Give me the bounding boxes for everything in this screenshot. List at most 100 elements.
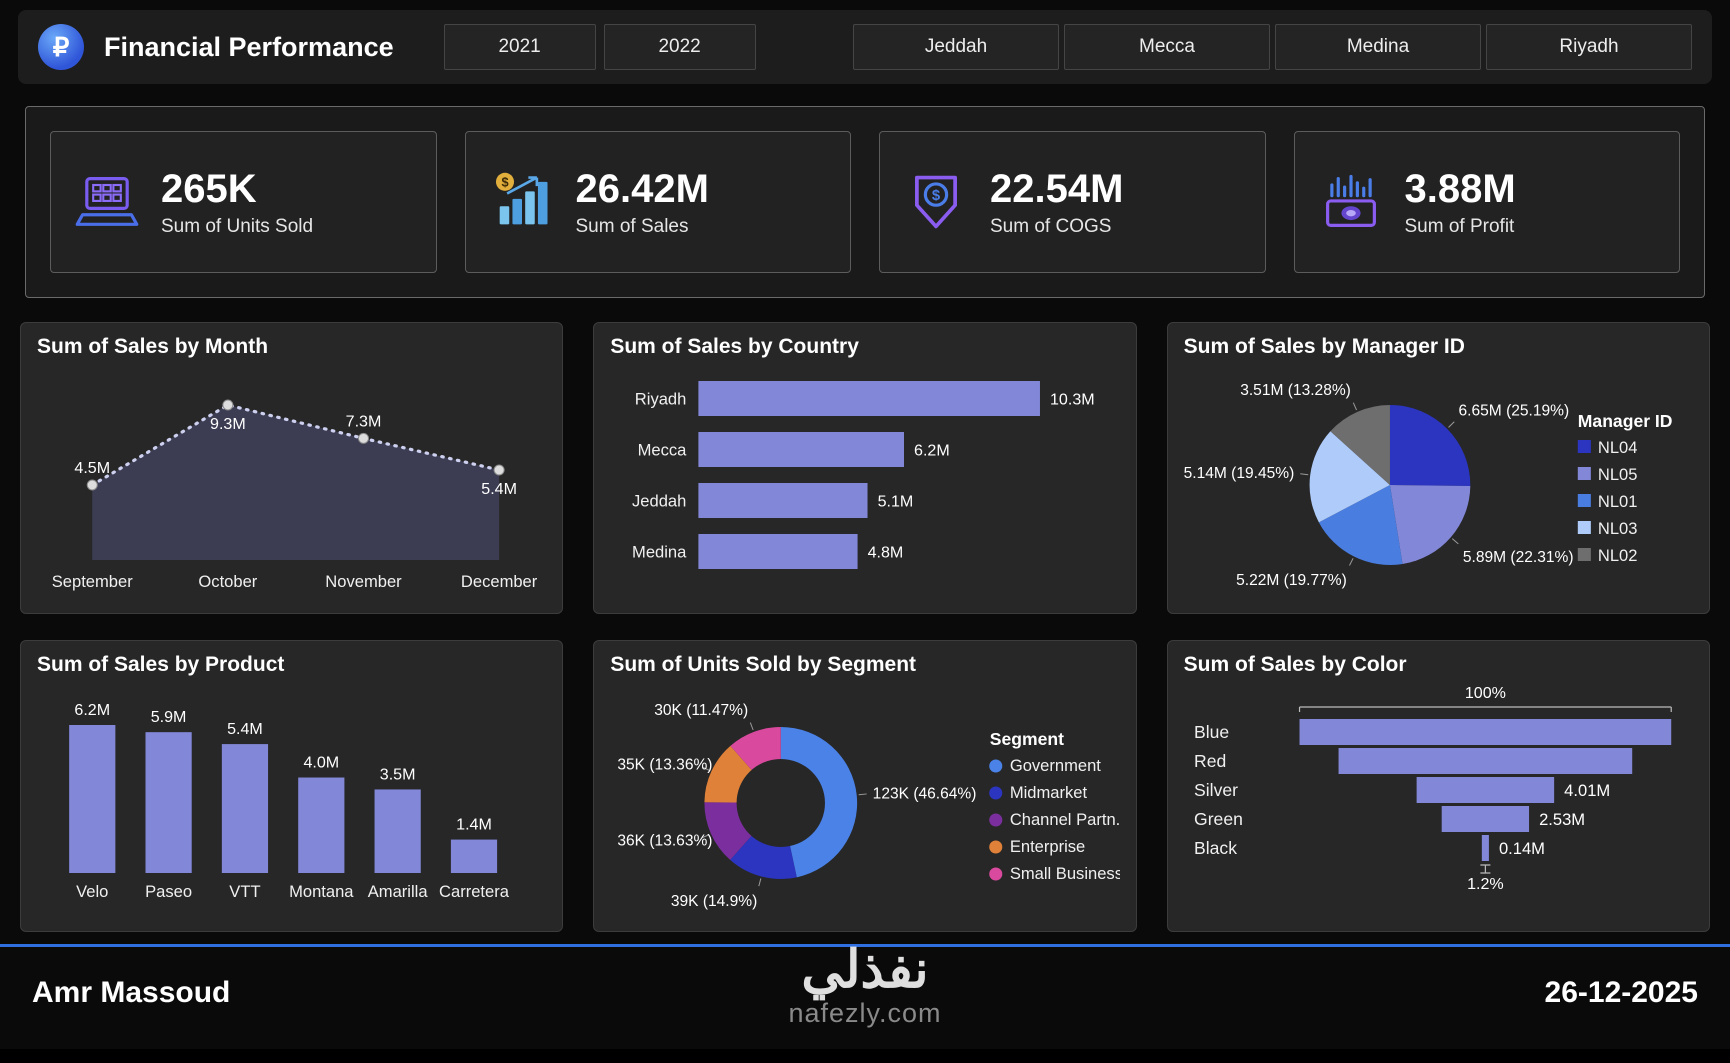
svg-text:5.89M (22.31%): 5.89M (22.31%) xyxy=(1463,549,1574,566)
svg-text:123K (46.64%): 123K (46.64%) xyxy=(873,785,977,802)
svg-text:5.9M: 5.9M xyxy=(151,708,187,726)
kpi-label: Sum of Sales xyxy=(575,215,689,237)
svg-text:Mecca: Mecca xyxy=(638,441,688,460)
svg-text:Jeddah: Jeddah xyxy=(632,492,686,511)
svg-text:Segment: Segment xyxy=(990,729,1064,749)
page-title: Financial Performance xyxy=(104,31,394,62)
svg-text:35K (13.36%): 35K (13.36%) xyxy=(618,757,713,774)
svg-text:1.2%: 1.2% xyxy=(1467,875,1504,893)
kpi-label: Sum of COGS xyxy=(990,215,1112,237)
svg-text:4.0M: 4.0M xyxy=(303,754,339,772)
kpi-card-cogs[interactable]: $ 22.54M Sum of COGS xyxy=(879,131,1266,273)
units-sold-icon xyxy=(75,177,139,226)
kpi-value: 22.54M xyxy=(990,166,1124,211)
app-logo-icon: ₽ xyxy=(38,24,84,70)
svg-text:Carretera: Carretera xyxy=(439,882,510,901)
year-button-2021[interactable]: 2021 xyxy=(443,24,596,70)
svg-text:Channel Partn...: Channel Partn... xyxy=(1010,810,1120,829)
svg-text:7.3M: 7.3M xyxy=(346,412,382,430)
svg-text:5.4M: 5.4M xyxy=(481,480,517,498)
cogs-dollar-icon: $ xyxy=(915,175,957,229)
kpi-card-sales[interactable]: $ 26.42M Sum of Sales xyxy=(464,131,851,273)
svg-text:6.65M (25.19%): 6.65M (25.19%) xyxy=(1458,403,1569,420)
kpi-value: 3.88M xyxy=(1404,166,1516,211)
svg-text:3.5M: 3.5M xyxy=(380,765,416,783)
city-button-mecca[interactable]: Mecca xyxy=(1064,24,1270,70)
sales-by-product-chart[interactable]: 6.2M Velo 5.9M Paseo 5.4M VTT 4.0M Montana 3.5M A… xyxy=(37,683,546,911)
svg-text:0.14M: 0.14M xyxy=(1499,839,1545,858)
svg-text:NL03: NL03 xyxy=(1598,519,1638,538)
city-filter-group: Jeddah Mecca Medina Riyadh xyxy=(853,24,1692,70)
watermark: نفذلي nafezly.com xyxy=(788,943,941,1029)
svg-text:$: $ xyxy=(932,188,941,204)
svg-text:October: October xyxy=(198,572,257,591)
report-date: 26-12-2025 xyxy=(1544,976,1698,1009)
svg-text:Amarilla: Amarilla xyxy=(368,882,429,901)
svg-text:4.5M: 4.5M xyxy=(74,459,110,477)
kpi-value: 265K xyxy=(161,166,257,211)
chart-card-sales-by-manager: Sum of Sales by Manager ID 6.65M (25.19%… xyxy=(1166,322,1710,614)
svg-text:Medina: Medina xyxy=(632,543,687,562)
svg-text:Enterprise: Enterprise xyxy=(1010,837,1085,856)
watermark-domain-text: nafezly.com xyxy=(788,997,942,1028)
city-button-medina[interactable]: Medina xyxy=(1275,24,1481,70)
city-button-riyadh[interactable]: Riyadh xyxy=(1486,24,1692,70)
svg-text:2.53M: 2.53M xyxy=(1539,810,1585,829)
svg-text:Blue: Blue xyxy=(1194,722,1229,742)
kpi-label: Sum of Units Sold xyxy=(161,215,314,237)
chart-title: Sum of Sales by Manager ID xyxy=(1183,335,1465,358)
svg-text:4.01M: 4.01M xyxy=(1564,781,1610,800)
chart-card-sales-by-color: Sum of Sales by Color 100% Blue Red Silver 4… xyxy=(1166,640,1710,932)
svg-text:6.2M: 6.2M xyxy=(914,442,950,460)
kpi-label: Sum of Profit xyxy=(1404,215,1515,237)
svg-text:5.14M (19.45%): 5.14M (19.45%) xyxy=(1184,465,1294,482)
svg-text:NL01: NL01 xyxy=(1598,492,1638,511)
svg-text:1.4M: 1.4M xyxy=(456,816,492,834)
svg-text:November: November xyxy=(325,572,402,591)
chart-grid: Sum of Sales by Month 4.5M September 9.3M O… xyxy=(20,322,1710,932)
svg-text:100%: 100% xyxy=(1465,684,1506,702)
svg-text:September: September xyxy=(52,572,133,591)
chart-title: Sum of Units Sold by Segment xyxy=(610,653,917,676)
svg-text:6.2M: 6.2M xyxy=(74,701,110,719)
sales-by-month-chart[interactable]: 4.5M September 9.3M October 7.3M November 5.4M… xyxy=(37,365,546,593)
footer-divider xyxy=(0,944,1730,947)
svg-text:Small Business: Small Business xyxy=(1010,864,1120,883)
svg-text:5.1M: 5.1M xyxy=(878,493,914,511)
year-button-2022[interactable]: 2022 xyxy=(603,24,756,70)
sales-by-color-chart[interactable]: 100% Blue Red Silver 4.01M Green 2.53M Black 0.1… xyxy=(1184,683,1693,911)
footer: Amr Massoud نفذلي nafezly.com 26-12-2025 xyxy=(0,943,1730,1039)
chart-card-sales-by-country: Sum of Sales by Country Riyadh 10.3M Mecca… xyxy=(593,322,1137,614)
svg-text:5.4M: 5.4M xyxy=(227,720,263,738)
svg-text:Manager ID: Manager ID xyxy=(1577,411,1672,431)
svg-text:Montana: Montana xyxy=(289,882,354,901)
svg-text:9.3M: 9.3M xyxy=(210,415,246,433)
sales-by-country-chart[interactable]: Riyadh 10.3M Mecca 6.2M Jeddah 5.1M Medina 4.8M xyxy=(610,365,1119,593)
svg-text:NL02: NL02 xyxy=(1598,546,1638,565)
svg-text:NL05: NL05 xyxy=(1598,465,1638,484)
sales-by-manager-chart[interactable]: 6.65M (25.19%) 5.89M (22.31%) 5.22M (19.77… xyxy=(1184,365,1693,593)
svg-text:Silver: Silver xyxy=(1194,780,1238,800)
svg-text:December: December xyxy=(461,572,538,591)
svg-text:Government: Government xyxy=(1010,756,1101,775)
chart-title: Sum of Sales by Country xyxy=(610,335,859,358)
chart-title: Sum of Sales by Month xyxy=(37,335,269,358)
svg-text:4.8M: 4.8M xyxy=(868,544,904,562)
chart-title: Sum of Sales by Product xyxy=(37,653,285,676)
svg-text:Black: Black xyxy=(1194,838,1237,858)
svg-text:Riyadh: Riyadh xyxy=(635,390,687,409)
kpi-card-profit[interactable]: 3.88M Sum of Profit xyxy=(1293,131,1680,273)
city-button-jeddah[interactable]: Jeddah xyxy=(853,24,1059,70)
svg-text:$: $ xyxy=(501,175,508,190)
bottom-strip xyxy=(0,1049,1730,1063)
svg-text:VTT: VTT xyxy=(229,882,260,901)
author-name: Amr Massoud xyxy=(32,976,231,1009)
svg-text:Paseo: Paseo xyxy=(145,882,192,901)
svg-text:39K (14.9%): 39K (14.9%) xyxy=(671,893,757,910)
svg-text:Red: Red xyxy=(1194,751,1226,771)
kpi-card-units-sold[interactable]: 265K Sum of Units Sold xyxy=(50,131,437,273)
units-by-segment-chart[interactable]: 123K (46.64%) 39K (14.9%) 36K (13.63%) 35K … xyxy=(610,683,1120,911)
svg-text:Velo: Velo xyxy=(76,882,108,901)
svg-text:3.51M (13.28%): 3.51M (13.28%) xyxy=(1240,382,1351,399)
svg-text:10.3M: 10.3M xyxy=(1050,391,1095,409)
